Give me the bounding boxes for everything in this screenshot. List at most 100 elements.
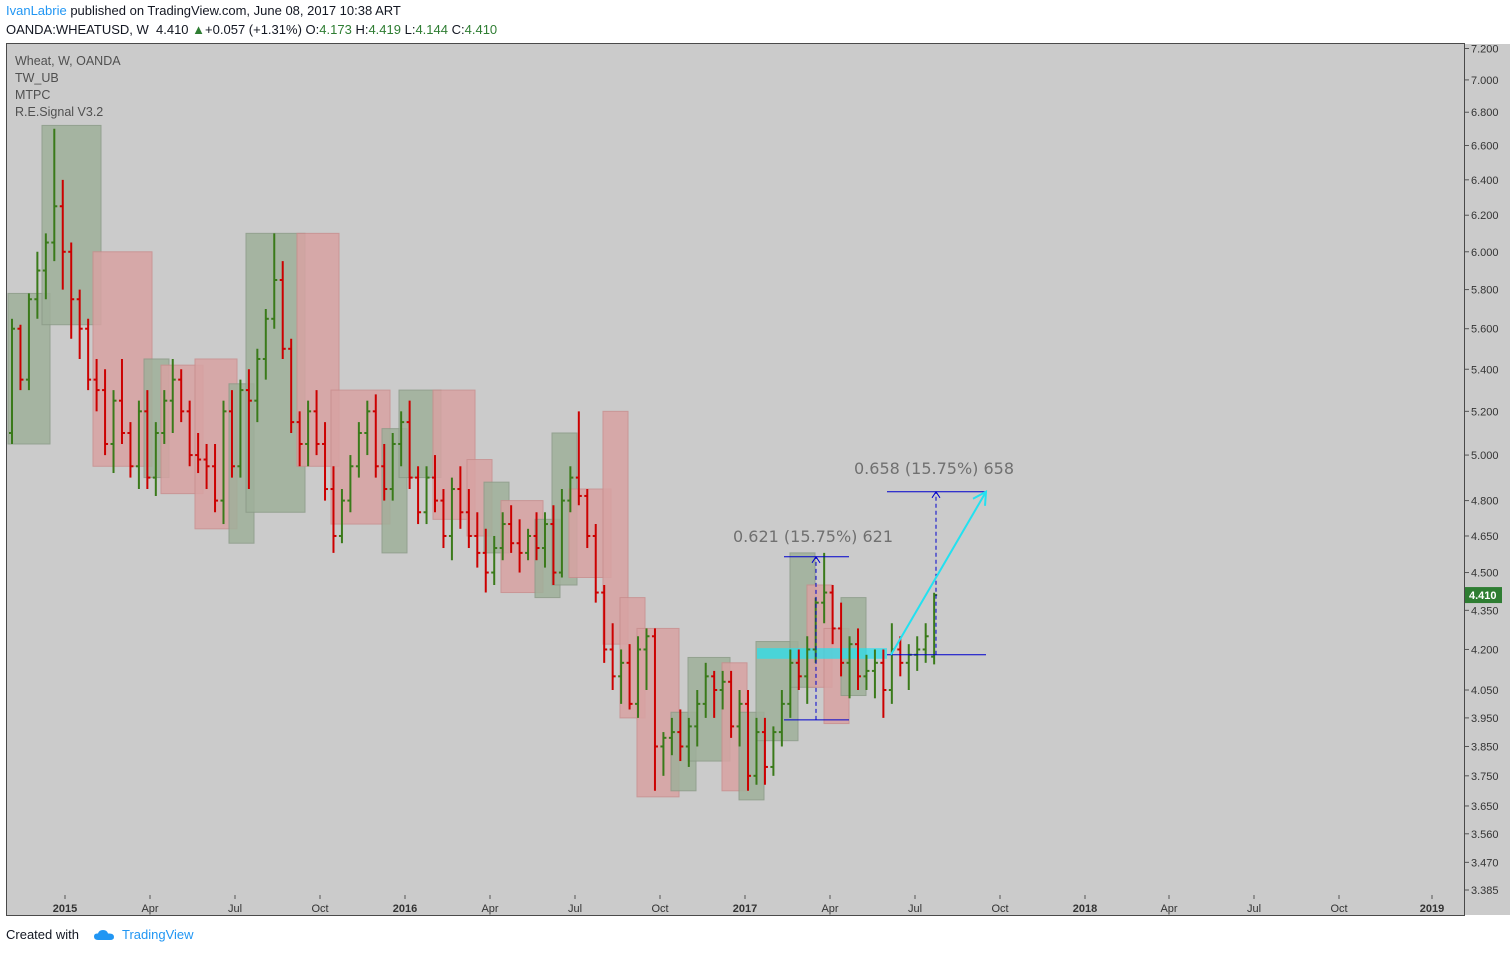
- ohlc-bar: [127, 422, 134, 478]
- ohlc-bar: [668, 717, 675, 756]
- legend-indicator-tw-ub[interactable]: TW_UB: [15, 71, 59, 85]
- ohlc-bar: [322, 422, 329, 501]
- ohlc-bar: [838, 602, 845, 677]
- y-tick-label: 6.800: [1471, 107, 1499, 119]
- last-price-label: 4.410: [1469, 590, 1497, 602]
- ohlc-bar: [423, 466, 430, 525]
- ohlc-bar: [491, 535, 498, 585]
- ohlc-bar: [432, 455, 438, 513]
- x-tick-label: Oct: [311, 903, 328, 915]
- price-chart[interactable]: 0.621 (15.75%) 621 0.658 (15.75%) 658 7.2…: [0, 0, 1510, 920]
- ohlc-bar: [42, 233, 49, 300]
- legend-indicator-resignal[interactable]: R.E.Signal V3.2: [15, 105, 104, 119]
- ohlc-bar: [355, 422, 362, 478]
- ohlc-bar: [601, 584, 608, 663]
- ohlc-bar: [161, 390, 168, 444]
- ohlc-bar: [753, 717, 760, 785]
- y-tick-label: 6.000: [1471, 247, 1499, 259]
- publish-info: IvanLabrie published on TradingView.com,…: [6, 3, 401, 18]
- projection-arrow: [890, 491, 987, 656]
- ohlc-bar: [305, 400, 312, 467]
- ohlc-bar: [288, 338, 295, 433]
- ohlc-bar: [880, 649, 887, 718]
- x-tick-label: Jul: [908, 903, 922, 915]
- ohlc-bar: [152, 422, 159, 496]
- ohlc-bar: [736, 690, 743, 747]
- ohlc-bar: [660, 732, 667, 776]
- measure-2-label: 0.658 (15.75%) 658: [854, 459, 1014, 478]
- ohlc-bar: [76, 289, 83, 359]
- ohlc-bar: [770, 726, 777, 776]
- y-tick-label: 7.200: [1471, 44, 1499, 56]
- ohlc-bar: [558, 489, 565, 578]
- ohlc-bar: [787, 649, 794, 718]
- y-tick-label: 3.385: [1471, 885, 1499, 897]
- ohlc-bar: [533, 512, 540, 561]
- y-tick-label: 4.200: [1471, 644, 1499, 656]
- y-tick-label: 3.560: [1471, 829, 1499, 841]
- ohlc-bar: [541, 512, 548, 568]
- ohlc-bar: [389, 432, 396, 501]
- ohlc-bar: [237, 379, 244, 478]
- high-value: 4.419: [368, 22, 401, 37]
- x-tick-label: Jul: [228, 903, 242, 915]
- ohlc-bar: [702, 662, 709, 718]
- ohlc-bar: [846, 636, 853, 699]
- x-tick-label: 2016: [393, 903, 417, 915]
- author-link[interactable]: IvanLabrie: [6, 3, 67, 18]
- ohlc-bar: [508, 505, 515, 553]
- ohlc-bar: [745, 690, 752, 791]
- ohlc-bar: [135, 400, 142, 490]
- legend-indicator-mtpc[interactable]: MTPC: [15, 88, 51, 102]
- ohlc-bar: [169, 358, 176, 433]
- y-tick-label: 6.200: [1471, 210, 1499, 222]
- tradingview-brand: TradingView: [121, 927, 194, 942]
- ohlc-bar: [778, 690, 785, 747]
- ohlc-bar: [406, 400, 413, 490]
- ohlc-bar: [635, 636, 642, 718]
- ohlc-bar: [499, 512, 506, 561]
- ohlc-bar: [804, 636, 811, 704]
- y-tick-label: 3.470: [1471, 857, 1499, 869]
- y-tick-label: 3.650: [1471, 801, 1499, 813]
- ohlc-bar: [897, 636, 904, 677]
- tradingview-logo-link[interactable]: TradingView: [85, 927, 194, 942]
- close-label: C:: [451, 22, 465, 37]
- ohlc-bar: [9, 318, 15, 444]
- ohlc-bar: [448, 477, 455, 561]
- ohlc-bar: [584, 489, 591, 549]
- ohlc-bar: [381, 443, 388, 501]
- price-axis-background: [1465, 44, 1510, 915]
- ohlc-bar: [59, 179, 66, 290]
- x-tick-label: 2017: [733, 903, 757, 915]
- x-tick-label: Apr: [821, 903, 838, 915]
- ohlc-bar: [212, 443, 219, 513]
- x-tick-label: Jul: [568, 903, 582, 915]
- ohlc-bar: [118, 358, 125, 444]
- y-tick-label: 5.800: [1471, 285, 1499, 297]
- x-tick-label: 2019: [1420, 903, 1444, 915]
- y-tick-label: 5.400: [1471, 364, 1499, 376]
- ohlc-bar: [271, 233, 278, 329]
- created-with-text: Created with: [6, 927, 79, 942]
- ohlc-bar: [262, 308, 269, 380]
- y-tick-label: 3.950: [1471, 713, 1499, 725]
- ohlc-bar: [228, 390, 235, 478]
- ohlc-bar: [829, 584, 836, 645]
- ohlc-bar: [821, 552, 828, 624]
- y-tick-label: 3.750: [1471, 771, 1499, 783]
- ohlc-bar: [17, 324, 24, 391]
- low-label: L:: [404, 22, 416, 37]
- ohlc-bar: [415, 466, 422, 525]
- ohlc-bar: [795, 649, 802, 691]
- ohlc-bar: [330, 466, 337, 553]
- ohlc-bar: [618, 649, 625, 704]
- ohlc-bar: [592, 524, 599, 603]
- ohlc-bar: [144, 390, 151, 490]
- y-tick-label: 4.050: [1471, 685, 1499, 697]
- ohlc-bar: [626, 644, 633, 710]
- low-value: 4.144: [415, 22, 448, 37]
- ohlc-bar: [220, 400, 227, 525]
- ohlc-bar: [372, 394, 379, 478]
- ohlc-bar: [465, 489, 472, 549]
